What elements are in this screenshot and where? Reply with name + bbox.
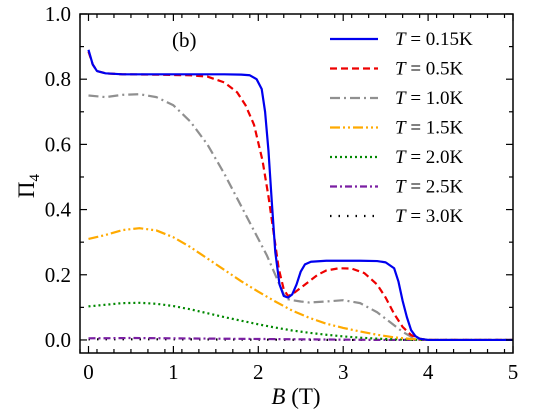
x-tick-label: 2 xyxy=(253,360,264,384)
legend-entry-label: T = 1.0K xyxy=(395,88,464,109)
x-axis-label: B (T) xyxy=(271,384,320,409)
x-tick-label: 1 xyxy=(168,360,179,384)
curves-layer xyxy=(87,49,513,342)
x-tick-label: 4 xyxy=(423,360,434,384)
legend: T = 0.15K T = 0.5K T = 1.0K T = 1.5K T = 2.0… xyxy=(330,29,473,227)
legend-entry-label: T = 0.15K xyxy=(395,29,473,50)
y-tick-label: 0.8 xyxy=(45,67,71,91)
series-line xyxy=(87,49,513,342)
tick-labels-layer: 0 1 2 3 4 5 0.0 0.2 0.4 0.6 0.8 1.0 xyxy=(45,2,519,384)
y-tick-label: 0.4 xyxy=(45,198,72,222)
legend-entry-label: T = 0.5K xyxy=(395,59,464,80)
legend-entry-label: T = 3.0K xyxy=(395,206,464,227)
series-line xyxy=(88,93,513,342)
y-axis-label: Π4 xyxy=(14,173,43,198)
legend-entry-label: T = 2.5K xyxy=(395,177,464,198)
legend-entry-label: T = 2.0K xyxy=(395,147,464,168)
series-line xyxy=(88,227,513,342)
legend-entry-label: T = 1.5K xyxy=(395,118,464,139)
x-tick-label: 3 xyxy=(338,360,349,384)
y-tick-label: 1.0 xyxy=(45,2,71,26)
panel-label: (b) xyxy=(172,28,197,52)
plot-frame xyxy=(79,13,514,354)
x-tick-label: 0 xyxy=(83,360,94,384)
series-line xyxy=(88,301,513,342)
y-tick-label: 0.6 xyxy=(45,132,71,156)
y-tick-label: 0.0 xyxy=(45,328,71,352)
ticks-layer xyxy=(79,13,514,353)
x-tick-label: 5 xyxy=(508,360,519,384)
y-tick-label: 0.2 xyxy=(45,263,71,287)
